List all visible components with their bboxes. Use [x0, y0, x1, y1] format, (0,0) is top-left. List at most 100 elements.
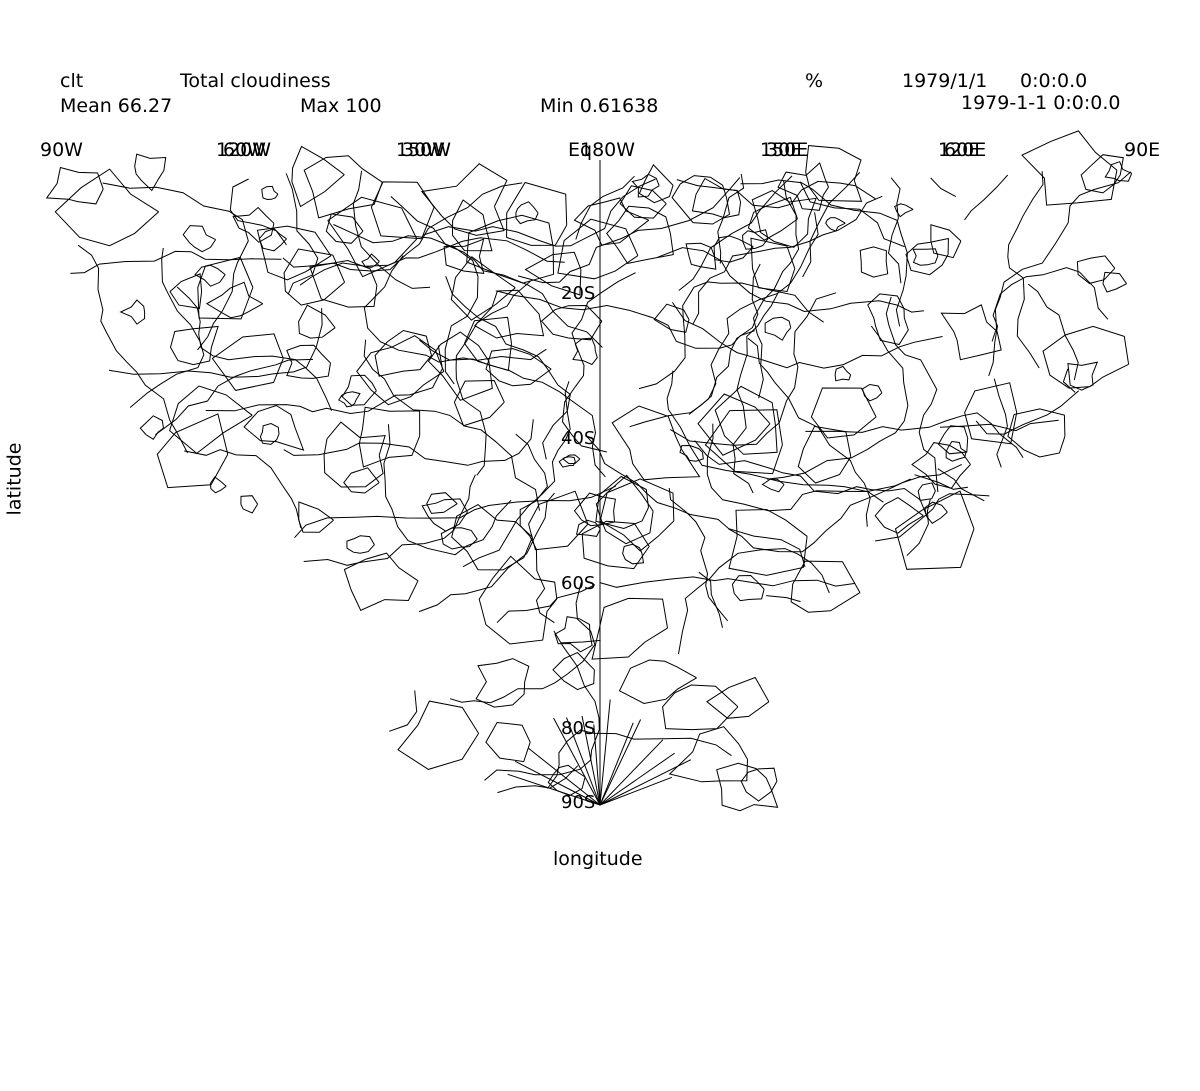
contour-line — [887, 177, 902, 284]
contour-line — [611, 405, 701, 481]
lon-tick: 150W — [396, 139, 452, 161]
contour-line — [363, 339, 540, 511]
contour-line — [540, 304, 603, 341]
contour-line — [668, 726, 748, 783]
contour-line — [676, 179, 876, 209]
lon-tick: 90E — [1124, 139, 1161, 161]
contour-line — [182, 225, 217, 253]
contour-line — [905, 237, 949, 276]
contour-line — [450, 256, 516, 321]
contour-line — [517, 177, 741, 284]
contour-line — [666, 370, 884, 503]
contour-line — [825, 217, 846, 232]
contour-line — [714, 385, 778, 455]
contour-line — [422, 178, 656, 247]
contour-line — [761, 478, 785, 493]
contour-line — [1104, 161, 1133, 182]
contour-line — [619, 185, 667, 219]
contour-line — [1080, 154, 1124, 194]
x-axis-label: longitude — [553, 848, 643, 870]
contour-line — [194, 264, 226, 287]
contour-line — [599, 759, 692, 806]
contour-line — [283, 419, 534, 466]
contour-line — [475, 658, 530, 708]
lon-tick: Eq — [568, 139, 593, 161]
contour-line — [573, 197, 650, 246]
contour-line — [338, 391, 361, 408]
lon-tick: 60E — [944, 139, 981, 161]
contour-line — [698, 571, 723, 628]
lat-tick: 40S — [561, 428, 596, 449]
contour-line — [585, 435, 806, 568]
contour-line — [1042, 325, 1130, 389]
contour-line — [599, 752, 675, 806]
contour-line — [108, 308, 323, 378]
contour-line — [370, 181, 435, 240]
lon-tick: 120W — [216, 139, 272, 161]
contour-line — [169, 325, 219, 366]
contour-line — [184, 449, 302, 529]
contour-line — [155, 358, 314, 436]
variable-name: clt — [60, 70, 84, 92]
contour-line — [333, 224, 479, 385]
y-axis-label: latitude — [3, 442, 26, 516]
contour-line — [256, 225, 332, 281]
contour-line — [389, 690, 418, 732]
contour-line — [243, 404, 305, 451]
contour-line — [631, 173, 660, 198]
contour-line — [945, 440, 967, 462]
contour-line — [728, 508, 808, 576]
contour-line — [1102, 271, 1128, 293]
contour-line — [930, 224, 962, 259]
contour-line — [211, 333, 284, 391]
contour-line — [572, 337, 598, 366]
contour-line — [282, 182, 523, 272]
contour-line — [515, 201, 539, 225]
contour-line — [528, 490, 589, 551]
contour-line — [861, 383, 883, 402]
contour-line — [750, 237, 796, 293]
lat-tick: 60S — [561, 573, 596, 594]
contour-line — [1021, 130, 1118, 206]
contour-line — [426, 492, 458, 514]
contour-line — [937, 468, 985, 502]
contour-line — [713, 235, 754, 263]
contour-line — [363, 255, 547, 363]
contour-line — [562, 454, 581, 465]
contour-line — [697, 393, 771, 456]
contour-line — [599, 722, 634, 806]
contour-line — [629, 263, 761, 428]
contour-line — [766, 595, 801, 603]
contour-line — [622, 543, 645, 565]
contour-line — [527, 747, 601, 806]
contour-line — [418, 492, 555, 613]
contour-line — [346, 535, 375, 554]
contour-line — [573, 492, 616, 527]
contour-line — [232, 206, 275, 243]
contour-line — [599, 576, 856, 588]
time-label: 0:0:0.0 — [1020, 70, 1088, 92]
contour-line — [455, 280, 531, 476]
contour-line — [764, 316, 792, 341]
contour-line — [751, 190, 817, 248]
contour-line — [443, 238, 485, 274]
contour-line — [914, 474, 968, 490]
contour-line — [283, 248, 346, 306]
contour-line — [885, 296, 939, 493]
contour-line — [988, 267, 1109, 377]
contour-line — [552, 652, 595, 691]
contour-line — [451, 504, 533, 571]
mean-label: Mean 66.27 — [60, 95, 173, 117]
contour-line — [495, 290, 755, 349]
contour-line — [930, 177, 957, 198]
contour-line — [671, 302, 943, 369]
variable-long-name: Total cloudiness — [180, 70, 331, 92]
units-label: % — [805, 70, 824, 92]
contour-line — [657, 247, 924, 313]
contour-line — [670, 292, 837, 446]
contour-line — [671, 175, 731, 225]
contour-line — [156, 413, 229, 489]
contour-line — [706, 423, 911, 512]
max-label: Max 100 — [300, 95, 382, 117]
